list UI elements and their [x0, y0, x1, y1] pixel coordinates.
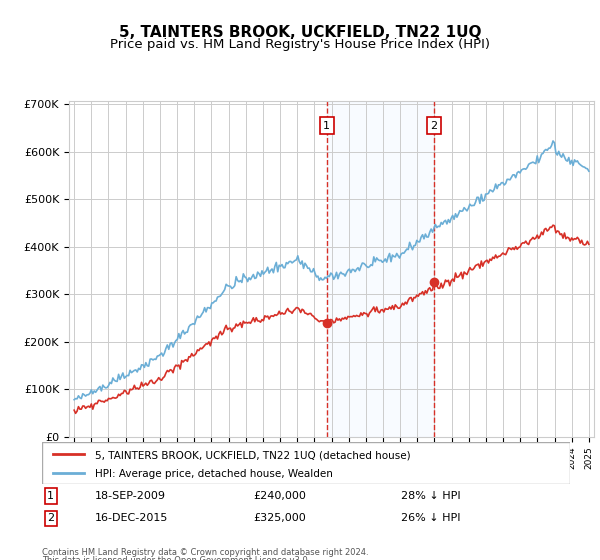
- Text: 5, TAINTERS BROOK, UCKFIELD, TN22 1UQ: 5, TAINTERS BROOK, UCKFIELD, TN22 1UQ: [119, 25, 481, 40]
- Text: 16-DEC-2015: 16-DEC-2015: [95, 514, 168, 524]
- Text: HPI: Average price, detached house, Wealden: HPI: Average price, detached house, Weal…: [95, 469, 332, 479]
- Text: £240,000: £240,000: [253, 491, 306, 501]
- Bar: [326, 101, 434, 437]
- Text: 1: 1: [323, 121, 330, 130]
- FancyBboxPatch shape: [42, 442, 570, 484]
- Text: 28% ↓ HPI: 28% ↓ HPI: [401, 491, 461, 501]
- Text: This data is licensed under the Open Government Licence v3.0.: This data is licensed under the Open Gov…: [42, 556, 310, 560]
- Text: 1: 1: [47, 491, 54, 501]
- Text: Price paid vs. HM Land Registry's House Price Index (HPI): Price paid vs. HM Land Registry's House …: [110, 38, 490, 51]
- Text: 2: 2: [47, 514, 55, 524]
- Text: £325,000: £325,000: [253, 514, 306, 524]
- Text: 2: 2: [430, 121, 437, 130]
- Text: 18-SEP-2009: 18-SEP-2009: [95, 491, 166, 501]
- Text: 5, TAINTERS BROOK, UCKFIELD, TN22 1UQ (detached house): 5, TAINTERS BROOK, UCKFIELD, TN22 1UQ (d…: [95, 451, 410, 461]
- Text: 26% ↓ HPI: 26% ↓ HPI: [401, 514, 461, 524]
- Text: Contains HM Land Registry data © Crown copyright and database right 2024.: Contains HM Land Registry data © Crown c…: [42, 548, 368, 557]
